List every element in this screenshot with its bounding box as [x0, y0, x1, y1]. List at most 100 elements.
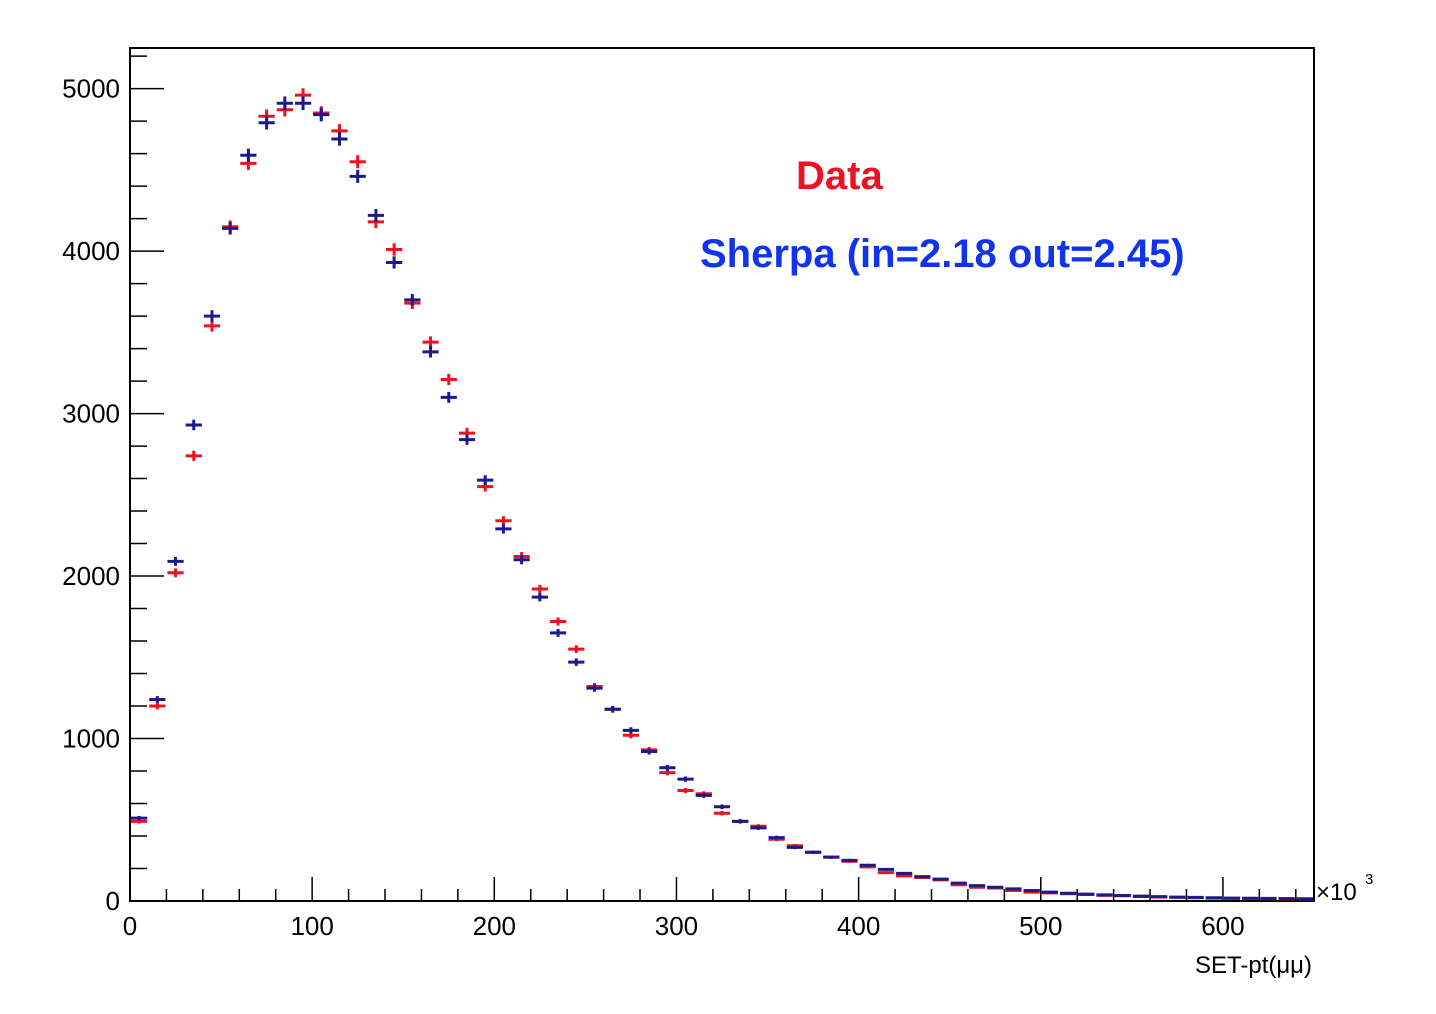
data-point [167, 556, 184, 566]
data-point [713, 804, 731, 810]
data-point [1114, 893, 1131, 897]
data-point [932, 877, 949, 881]
data-point [1059, 891, 1077, 895]
plot-frame [129, 47, 1315, 902]
data-point [331, 132, 348, 146]
data-point [1041, 890, 1058, 894]
data-point [1023, 888, 1040, 892]
data-point [294, 96, 312, 111]
y-tick-label: 5000 [62, 74, 120, 104]
data-point [786, 845, 803, 850]
y-tick-label: 3000 [62, 399, 120, 429]
series-layer [131, 88, 1313, 901]
x-tick-label: 0 [123, 911, 137, 941]
data-point [240, 148, 257, 162]
y-tick-label: 4000 [62, 236, 120, 266]
data-point [877, 867, 895, 871]
data-point [950, 881, 967, 885]
data-point [495, 524, 512, 534]
data-point [968, 884, 986, 888]
series-data [131, 88, 1313, 901]
data-point [495, 516, 512, 526]
data-point [659, 769, 676, 776]
legend-sherpa-label: Sherpa (in=2.18 out=2.45) [700, 232, 1185, 276]
data-point [1078, 892, 1095, 896]
data-point [422, 346, 439, 358]
data-point [987, 885, 1004, 889]
data-point [276, 96, 293, 111]
data-point [185, 419, 202, 431]
data-point [604, 705, 621, 713]
y-tick-label: 0 [106, 886, 120, 916]
data-point [1187, 895, 1204, 899]
data-point [859, 863, 876, 867]
data-point [841, 858, 858, 862]
x-axis: 0 100 200 300 400 500 600 [123, 877, 1297, 941]
data-point [659, 764, 676, 771]
y-axis: 0 1000 2000 3000 4000 5000 [62, 55, 164, 916]
x-tick-label: 200 [473, 911, 516, 941]
data-point [386, 243, 403, 256]
data-point [386, 256, 403, 269]
data-point [877, 871, 895, 875]
data-point [185, 450, 202, 461]
data-point [203, 320, 221, 332]
y-tick-label: 1000 [62, 724, 120, 754]
data-point [586, 684, 603, 692]
data-point [1260, 896, 1277, 900]
x-tick-label: 500 [1019, 911, 1062, 941]
data-point [677, 776, 694, 782]
data-point [167, 568, 184, 578]
data-point [313, 107, 330, 122]
data-point [1223, 896, 1241, 900]
x-multiplier-exponent: 3 [1365, 871, 1373, 888]
data-point [1205, 896, 1222, 900]
data-point [641, 748, 658, 755]
data-point [349, 169, 366, 183]
data-point [1242, 896, 1259, 900]
data-point [404, 293, 421, 306]
data-point [1096, 893, 1113, 897]
data-point [549, 628, 567, 637]
data-point [440, 391, 457, 403]
data-point [367, 209, 385, 222]
data-point [750, 825, 767, 830]
x-tick-label: 400 [837, 911, 880, 941]
data-point [914, 875, 931, 879]
x-tick-label: 100 [290, 911, 333, 941]
data-point [896, 871, 913, 875]
data-point [568, 645, 585, 653]
data-point [458, 434, 476, 445]
data-point [568, 658, 585, 666]
data-point [440, 373, 457, 385]
data-point [149, 702, 166, 710]
legend-data-label: Data [796, 154, 883, 198]
data-point [732, 819, 749, 824]
data-point [695, 792, 712, 798]
data-point [896, 874, 913, 878]
data-point [622, 727, 640, 734]
data-point [1278, 897, 1295, 901]
data-point [713, 810, 731, 816]
x-tick-label: 600 [1201, 911, 1244, 941]
x-multiplier-label: ×10 [1316, 879, 1357, 906]
data-point [203, 310, 221, 322]
data-point [531, 584, 548, 594]
data-point [349, 155, 366, 169]
data-point [823, 855, 840, 859]
data-point [477, 475, 494, 486]
data-point [549, 617, 567, 626]
x-tick-label: 300 [655, 911, 698, 941]
data-point [768, 835, 785, 840]
data-point [1296, 897, 1313, 901]
data-point [513, 555, 530, 565]
data-point [1151, 895, 1168, 899]
series-sherpa [131, 96, 1313, 901]
data-point [222, 222, 239, 235]
data-point [1169, 895, 1186, 899]
data-point [131, 815, 148, 821]
data-point [422, 336, 439, 348]
data-point [804, 850, 822, 854]
x-axis-title: SET-pt(μμ) [1195, 952, 1312, 979]
